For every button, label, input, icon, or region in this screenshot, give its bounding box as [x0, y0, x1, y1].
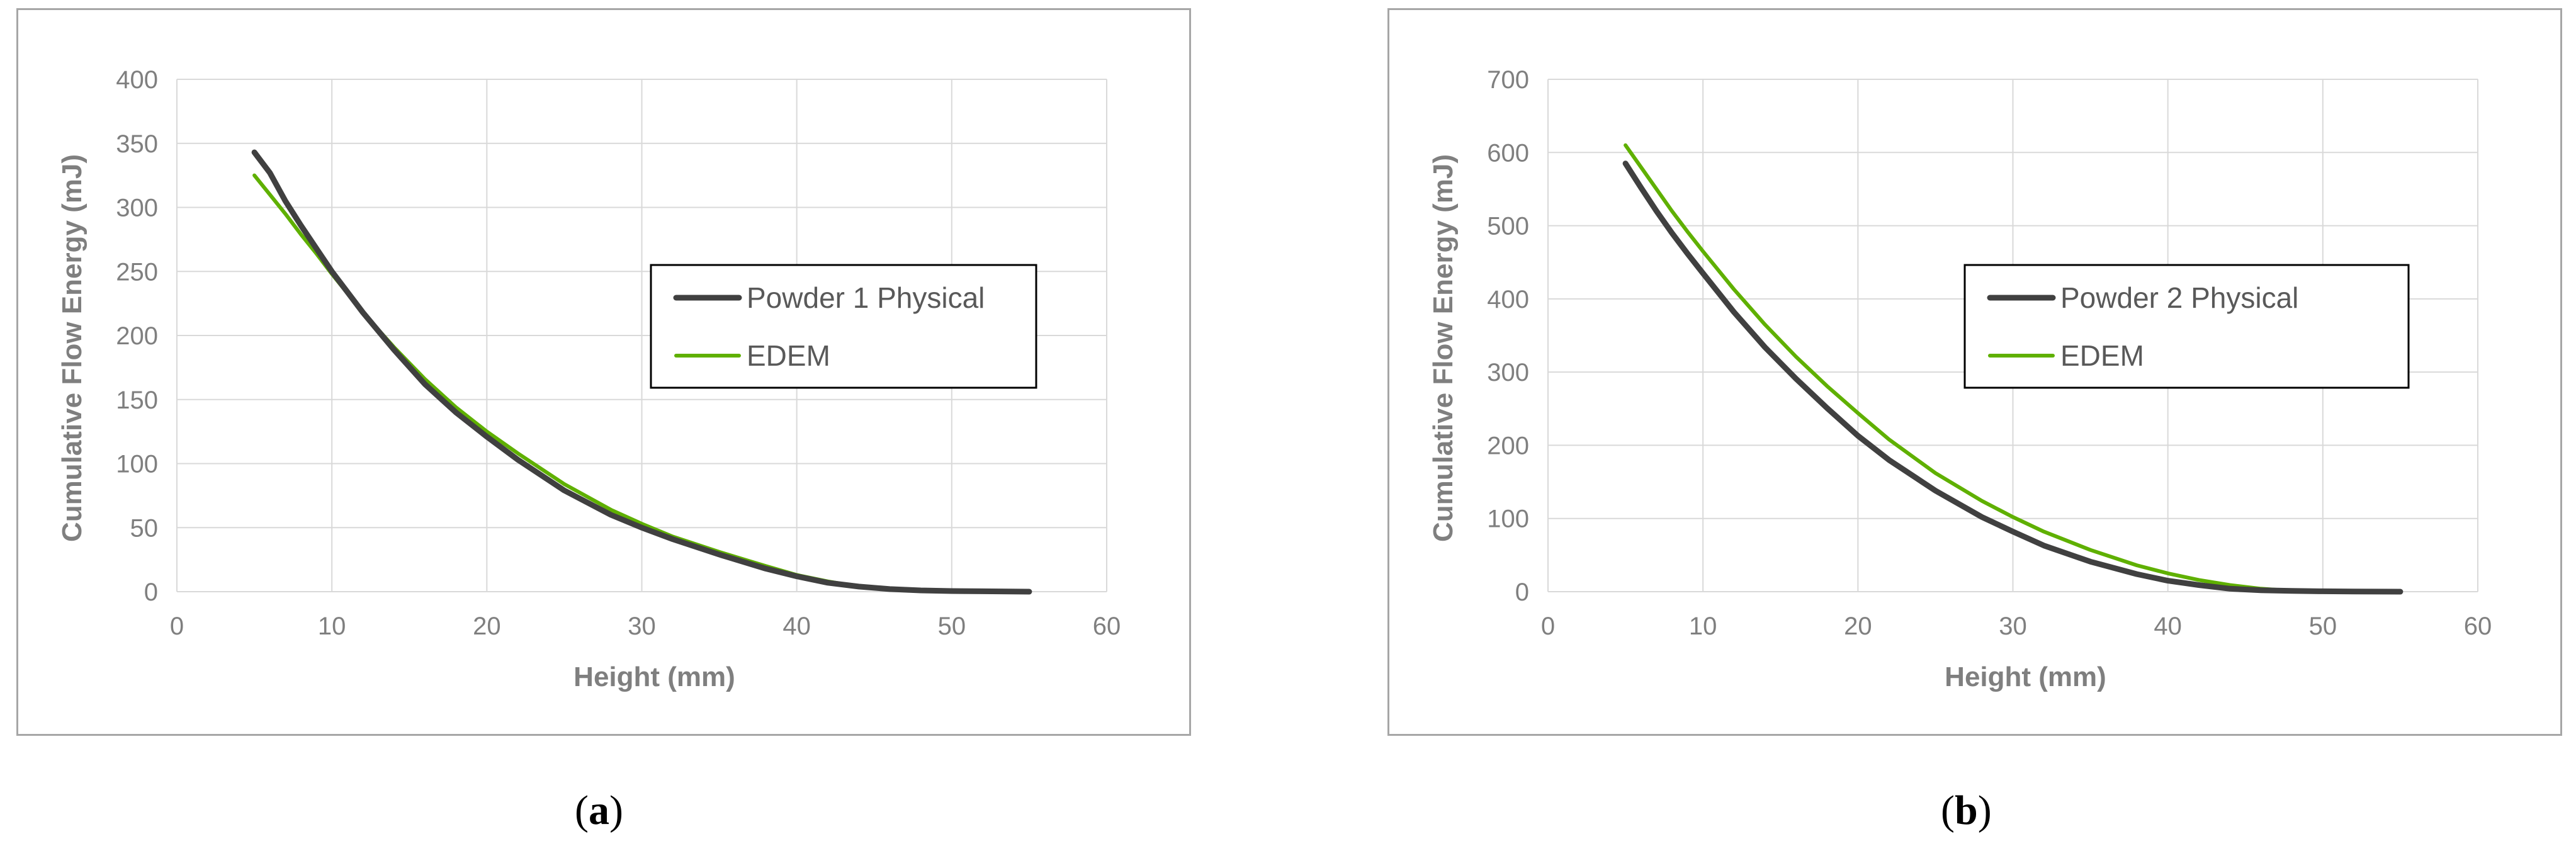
- series-line-a-physical: [251, 149, 1032, 595]
- y-axis-title-b: Cumulative Flow Energy (mJ): [1428, 154, 1459, 542]
- x-tick-label-b-3: 30: [1999, 612, 2027, 640]
- legend-box-b: [1963, 264, 2410, 389]
- chart-a-svg: 0 50 100 150 200 250 300 350 400 0 10 20 30 40 50 60 Hei…: [57, 66, 1121, 692]
- x-tick-label-a-6: 60: [1093, 612, 1121, 640]
- chart-panel-b: 0 100 200 300 400 500 600 700 0 10 20 30 40 50 60 Heigh…: [1387, 8, 2562, 736]
- legend-label-a-1: EDEM: [747, 339, 830, 372]
- x-tick-label-a-3: 30: [628, 612, 656, 640]
- legend-label-b-1: EDEM: [2060, 339, 2144, 372]
- legend-box-a: [650, 264, 1037, 389]
- caption-b-letter: b: [1954, 787, 1978, 833]
- caption-b: (b): [1941, 787, 1992, 833]
- x-tick-label-b-0: 0: [1541, 612, 1555, 640]
- y-tick-label-a-5: 250: [116, 258, 158, 286]
- series-line-b-physical: [1622, 161, 2404, 595]
- y-tick-label-b-0: 0: [1515, 578, 1529, 606]
- y-tick-label-a-1: 50: [130, 514, 159, 542]
- y-tick-label-b-1: 100: [1487, 505, 1529, 533]
- chart-b-svg: 0 100 200 300 400 500 600 700 0 10 20 30 40 50 60 Heigh…: [1428, 66, 2492, 692]
- x-tick-label-a-4: 40: [782, 612, 811, 640]
- x-tick-label-a-5: 50: [938, 612, 966, 640]
- y-axis-title-a: Cumulative Flow Energy (mJ): [57, 154, 88, 542]
- caption-a-letter: a: [588, 787, 609, 833]
- x-axis-title-a: Height (mm): [573, 662, 735, 692]
- x-axis-title-b: Height (mm): [1945, 662, 2106, 692]
- y-tick-label-a-7: 350: [116, 130, 158, 158]
- x-tick-label-b-4: 40: [2154, 612, 2182, 640]
- legend-label-a-0: Powder 1 Physical: [747, 281, 985, 314]
- x-tick-label-b-1: 10: [1689, 612, 1717, 640]
- y-tick-label-a-4: 200: [116, 322, 158, 350]
- y-tick-label-a-0: 0: [144, 578, 158, 606]
- y-tick-label-b-5: 500: [1487, 213, 1529, 240]
- y-tick-label-b-6: 600: [1487, 139, 1529, 167]
- y-tick-label-a-2: 100: [116, 451, 158, 478]
- caption-a: (a): [575, 787, 623, 833]
- x-tick-label-a-0: 0: [170, 612, 184, 640]
- y-tick-label-b-7: 700: [1487, 66, 1529, 94]
- x-tick-label-a-1: 10: [318, 612, 346, 640]
- x-tick-label-b-5: 50: [2309, 612, 2337, 640]
- y-tick-label-a-8: 400: [116, 66, 158, 94]
- legend-label-b-0: Powder 2 Physical: [2060, 281, 2298, 314]
- x-tick-label-b-2: 20: [1844, 612, 1872, 640]
- y-tick-label-b-3: 300: [1487, 359, 1529, 386]
- y-tick-label-a-6: 300: [116, 194, 158, 222]
- y-tick-label-b-2: 200: [1487, 432, 1529, 459]
- y-tick-label-b-4: 400: [1487, 286, 1529, 313]
- chart-panel-a: 0 50 100 150 200 250 300 350 400 0 10 20 30 40 50 60 Hei…: [16, 8, 1191, 736]
- x-tick-label-a-2: 20: [473, 612, 501, 640]
- y-tick-label-a-3: 150: [116, 386, 158, 414]
- x-tick-label-b-6: 60: [2464, 612, 2492, 640]
